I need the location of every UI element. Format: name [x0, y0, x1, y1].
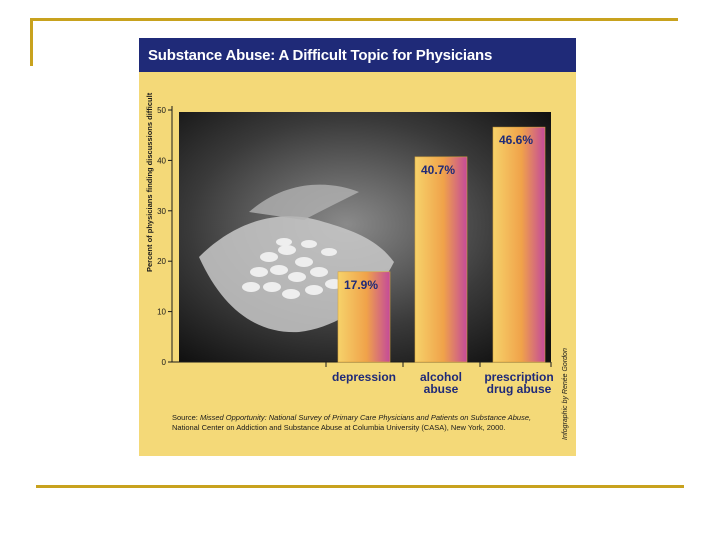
source-title: Missed Opportunity: National Survey of P… — [199, 413, 532, 422]
slide-bottom-rule — [36, 485, 684, 488]
bar — [337, 271, 391, 363]
bar-chart: 0 10 20 30 40 50 17.9% depression 40.7% alcohol a… — [145, 92, 554, 396]
bar — [414, 156, 468, 363]
y-tick-label: 20 — [157, 257, 166, 266]
bar — [492, 126, 546, 363]
bar-value-label: 46.6% — [499, 133, 533, 147]
slide-left-rule — [30, 18, 33, 66]
source-rest: National Center on Addiction and Substan… — [172, 423, 506, 432]
y-tick-label: 30 — [157, 207, 166, 216]
y-tick-label: 40 — [157, 156, 166, 165]
source-label: Source: — [172, 413, 198, 422]
bar-value-label: 40.7% — [421, 163, 455, 177]
y-tick-label: 50 — [157, 106, 166, 115]
infographic-figure: Substance Abuse: A Difficult Topic for P… — [139, 38, 576, 456]
slide-top-rule — [30, 18, 678, 21]
title-bar: Substance Abuse: A Difficult Topic for P… — [139, 38, 576, 72]
y-tick-label: 10 — [157, 308, 166, 317]
category-label: prescription drug abuse — [484, 370, 553, 396]
y-axis-label: Percent of physicians finding discussion… — [145, 92, 154, 272]
pills-icon — [242, 238, 343, 299]
source-note: Source: Missed Opportunity: National Sur… — [172, 413, 532, 433]
category-label: depression — [332, 370, 396, 384]
thumb-shape — [249, 184, 359, 220]
y-tick-label: 0 — [162, 358, 167, 367]
chart-title: Substance Abuse: A Difficult Topic for P… — [148, 47, 493, 64]
category-label: alcohol abuse — [420, 370, 462, 396]
infographic-credit: Infographic by Renée Gordon — [562, 348, 569, 440]
bar-value-label: 17.9% — [344, 278, 378, 292]
